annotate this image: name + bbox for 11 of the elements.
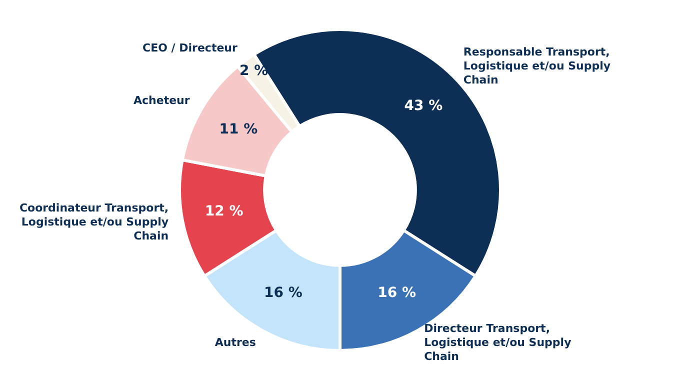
- data-label: 43 %: [404, 98, 443, 114]
- slice-label: Autres: [214, 336, 256, 349]
- slice-label: Acheteur: [133, 94, 190, 108]
- data-label: 16 %: [378, 285, 416, 302]
- slice-label: Coordinateur Transport, Logistique et/ou Supply Chain: [19, 202, 169, 243]
- slice-label: Responsable Transport, Logistique et/ou Supply Chain: [463, 45, 611, 86]
- slice-label: Directeur Transport, Logistique et/ou Supply Chain: [424, 322, 572, 363]
- slice-label: CEO / Directeur: [142, 42, 238, 55]
- data-label: 12 %: [204, 204, 244, 220]
- data-label: 16 %: [264, 285, 302, 302]
- data-label: 11 %: [219, 122, 258, 138]
